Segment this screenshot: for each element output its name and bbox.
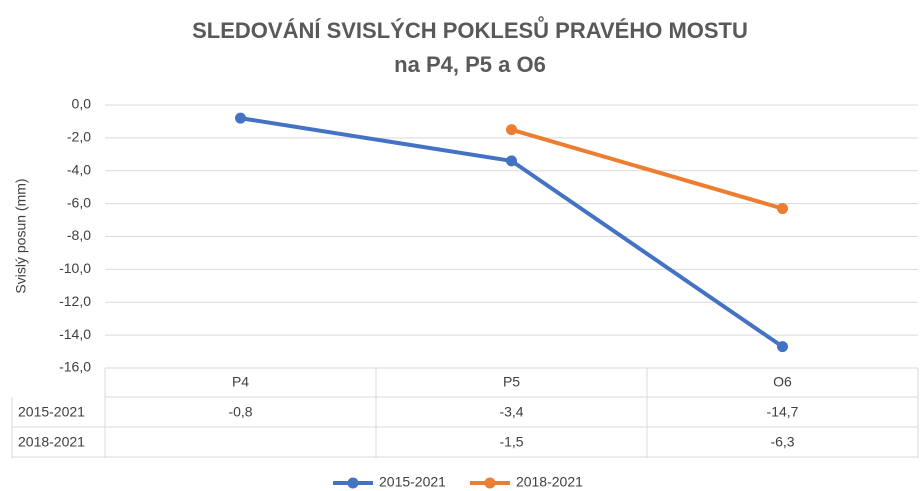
point — [506, 155, 517, 167]
table-cell: -6,3 — [770, 434, 794, 450]
y-tick-label: -6,0 — [67, 194, 91, 210]
y-tick-label: -12,0 — [59, 293, 91, 309]
x-tick-label: P4 — [232, 374, 249, 390]
y-tick-label: -14,0 — [59, 326, 91, 342]
point — [777, 203, 788, 215]
table-row-label: 2015-2021 — [18, 404, 85, 420]
y-tick-label: -10,0 — [59, 260, 91, 276]
chart-title: SLEDOVÁNÍ SVISLÝCH POKLESŮ PRAVÉHO MOSTU — [192, 15, 748, 43]
table-row-label: 2018-2021 — [18, 434, 85, 450]
legend-label: 2015-2021 — [379, 474, 446, 490]
point — [235, 112, 246, 124]
table-cell: -3,4 — [499, 404, 523, 420]
table-cell: -14,7 — [767, 404, 799, 420]
series-line — [510, 127, 784, 211]
y-axis-label: Svislý posun (mm) — [13, 178, 29, 293]
table-cell: -0,8 — [228, 404, 252, 420]
point — [777, 341, 788, 353]
point — [506, 124, 517, 136]
y-tick-label: 0,0 — [72, 96, 92, 112]
x-tick-label: P5 — [503, 374, 520, 390]
x-tick-label: O6 — [773, 374, 792, 390]
series-line — [240, 116, 784, 349]
legend-swatch — [347, 477, 359, 489]
chart-title: na P4, P5 a O6 — [394, 52, 546, 77]
y-tick-label: -4,0 — [67, 161, 91, 177]
table-cell: -1,5 — [499, 434, 523, 450]
y-tick-label: -16,0 — [59, 359, 91, 375]
legend-swatch — [484, 477, 496, 489]
y-tick-label: -2,0 — [67, 129, 91, 145]
y-tick-label: -8,0 — [67, 227, 91, 243]
legend-label: 2018-2021 — [516, 474, 583, 490]
